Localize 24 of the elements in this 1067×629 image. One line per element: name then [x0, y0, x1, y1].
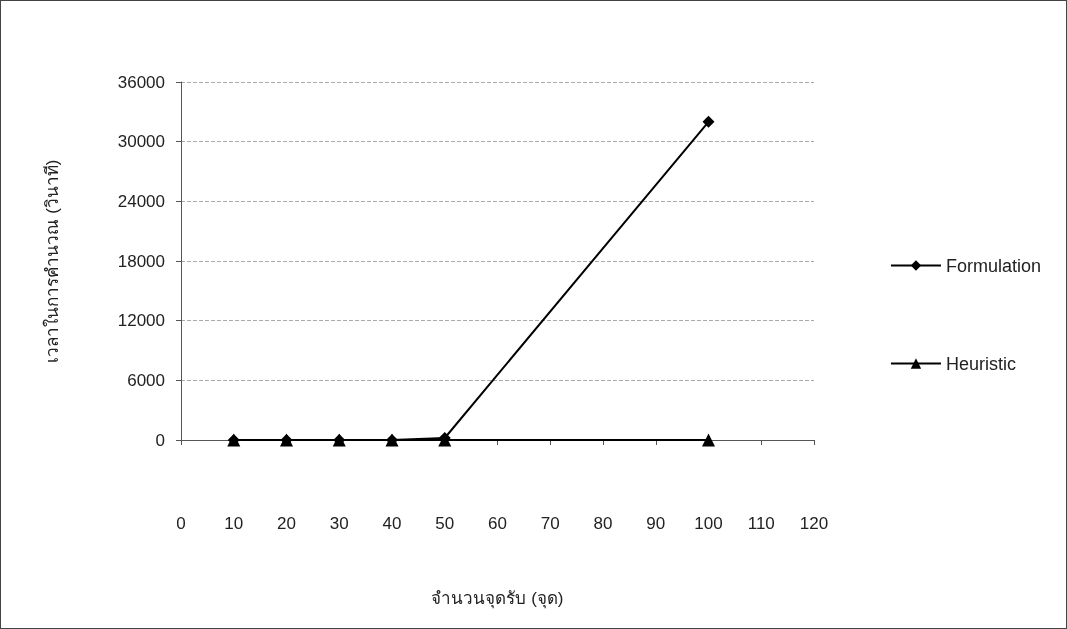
y-tick-label: 6000	[127, 370, 165, 390]
y-tick-label: 18000	[117, 251, 165, 271]
y-tick-label: 24000	[117, 191, 165, 211]
x-tick-label: 70	[540, 514, 560, 533]
legend-label: Heuristic	[945, 353, 1016, 374]
x-tick-label: 120	[799, 514, 829, 533]
x-tick-label: 0	[176, 514, 186, 533]
x-tick-label: 10	[224, 514, 244, 533]
x-tick-label: 80	[593, 514, 613, 533]
y-tick-label: 36000	[117, 72, 165, 92]
x-tick-label: 100	[694, 514, 723, 533]
y-tick-label: 12000	[117, 311, 165, 331]
y-axis-title: เวลาในการคำนวณ (วินาที)	[42, 159, 62, 363]
x-tick-label: 90	[646, 514, 666, 533]
y-tick-label: 0	[155, 430, 165, 450]
x-tick-label: 60	[488, 514, 507, 533]
x-tick-label: 40	[382, 514, 402, 533]
y-tick-label: 30000	[117, 132, 165, 152]
x-tick-label: 20	[277, 514, 296, 533]
x-tick-label: 50	[435, 514, 455, 533]
legend-label: Formulation	[945, 255, 1042, 276]
x-tick-label: 110	[747, 514, 775, 533]
x-axis-title: จำนวนจุดรับ (จุด)	[431, 589, 564, 609]
x-tick-label: 30	[329, 514, 349, 533]
